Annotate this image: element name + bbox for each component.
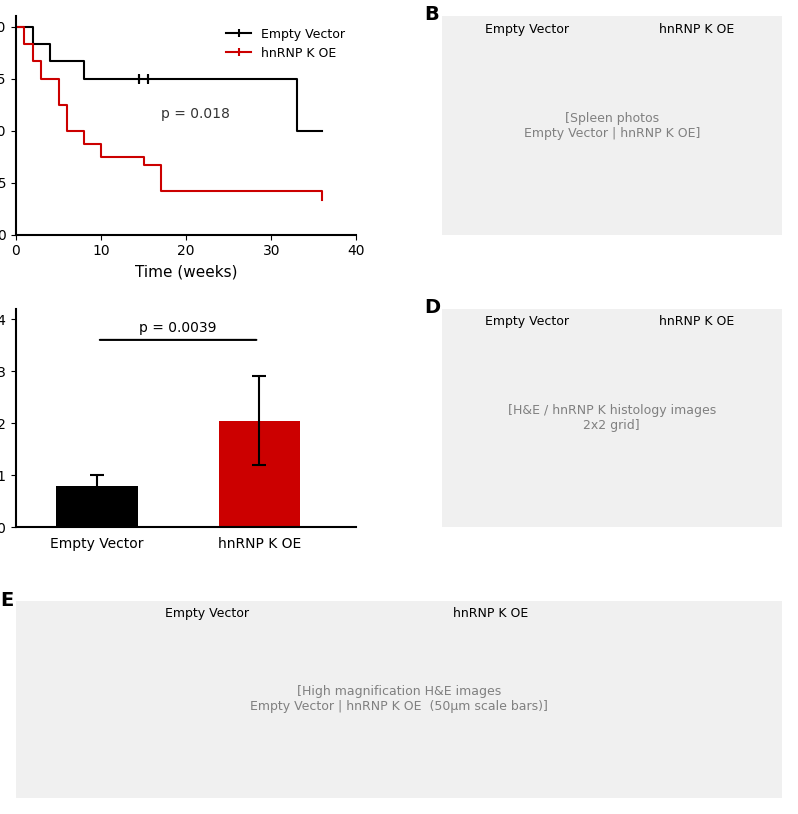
Empty Vector <box>309 126 318 136</box>
Empty Vector <box>45 56 55 66</box>
hnRNP K OE <box>53 100 63 110</box>
Empty Vector <box>20 22 30 32</box>
hnRNP K OE <box>190 186 200 196</box>
Empty Vector <box>28 39 38 49</box>
Legend: Empty Vector, hnRNP K OE: Empty Vector, hnRNP K OE <box>221 23 350 65</box>
hnRNP K OE <box>11 22 21 32</box>
Empty Vector <box>130 74 140 84</box>
hnRNP K OE <box>62 126 72 136</box>
Text: hnRNP K OE: hnRNP K OE <box>453 607 528 620</box>
Empty Vector <box>53 56 63 66</box>
hnRNP K OE <box>71 126 81 136</box>
Empty Vector <box>318 126 327 136</box>
Line: Empty Vector: Empty Vector <box>16 27 322 131</box>
Text: p = 0.018: p = 0.018 <box>160 107 230 121</box>
Text: [Spleen photos
Empty Vector | hnRNP K OE]: [Spleen photos Empty Vector | hnRNP K OE… <box>523 112 700 139</box>
Text: Empty Vector: Empty Vector <box>484 315 569 328</box>
Empty Vector <box>139 74 148 84</box>
hnRNP K OE <box>181 186 191 196</box>
Empty Vector <box>79 74 89 84</box>
hnRNP K OE <box>28 56 38 66</box>
X-axis label: Time (weeks): Time (weeks) <box>135 264 238 279</box>
hnRNP K OE <box>318 195 327 205</box>
hnRNP K OE <box>79 139 89 149</box>
hnRNP K OE <box>20 39 30 49</box>
Bar <box>57 486 137 527</box>
Text: hnRNP K OE: hnRNP K OE <box>659 23 734 36</box>
hnRNP K OE <box>88 139 97 149</box>
hnRNP K OE <box>148 160 157 170</box>
Empty Vector <box>292 126 302 136</box>
Empty Vector <box>11 22 21 32</box>
Empty Vector <box>71 56 81 66</box>
Text: hnRNP K OE: hnRNP K OE <box>659 315 734 328</box>
hnRNP K OE <box>130 152 140 162</box>
hnRNP K OE <box>37 74 46 84</box>
hnRNP K OE <box>139 160 148 170</box>
hnRNP K OE <box>156 186 165 196</box>
Text: [H&E / hnRNP K histology images
2x2 grid]: [H&E / hnRNP K histology images 2x2 grid… <box>508 404 716 432</box>
Bar <box>219 421 300 527</box>
Text: p = 0.0039: p = 0.0039 <box>140 321 217 335</box>
hnRNP K OE <box>173 186 183 196</box>
Text: Empty Vector: Empty Vector <box>484 23 569 36</box>
Text: [High magnification H&E images
Empty Vector | hnRNP K OE  (50µm scale bars)]: [High magnification H&E images Empty Vec… <box>250 685 548 713</box>
Text: Empty Vector: Empty Vector <box>165 607 250 620</box>
hnRNP K OE <box>97 152 106 162</box>
Empty Vector <box>37 39 46 49</box>
Empty Vector <box>283 74 293 84</box>
hnRNP K OE <box>309 186 318 196</box>
Text: B: B <box>425 6 439 24</box>
Line: hnRNP K OE: hnRNP K OE <box>16 27 322 200</box>
Text: D: D <box>425 298 440 317</box>
Text: E: E <box>1 591 14 610</box>
